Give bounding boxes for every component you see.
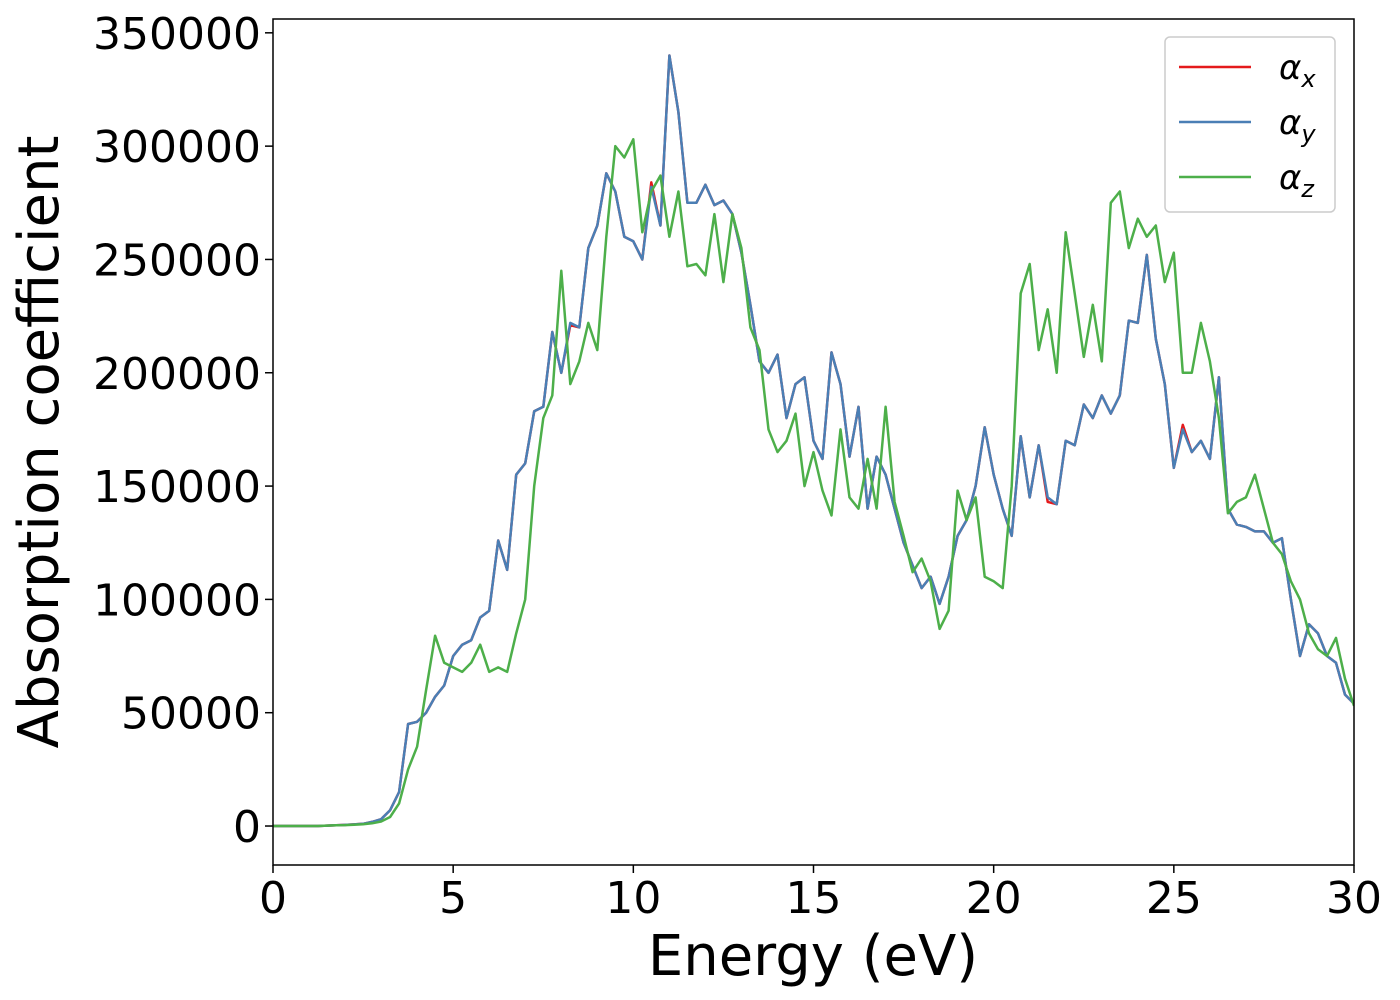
y-tick-label: 300000: [93, 122, 261, 173]
x-tick-label: 25: [1146, 873, 1202, 924]
legend-box: [1164, 36, 1336, 213]
y-tick-label: 150000: [93, 462, 261, 513]
legend-label: αy: [1279, 103, 1316, 148]
y-tick-label: 0: [233, 802, 261, 853]
legend-label: αx: [1279, 48, 1316, 93]
y-tick-label: 250000: [93, 235, 261, 286]
x-tick-label: 10: [605, 873, 661, 924]
x-tick-label: 0: [259, 873, 287, 924]
y-tick-label: 50000: [121, 689, 261, 740]
plot-frame: [272, 18, 1355, 866]
y-tick-label: 200000: [93, 349, 261, 400]
line-series: [273, 54, 1354, 828]
x-tick-label: 30: [1326, 873, 1382, 924]
y-tick-label: 350000: [93, 9, 261, 60]
x-tick-label: 15: [786, 873, 842, 924]
x-axis-label: Energy (eV): [648, 924, 978, 989]
y-axis-label: Absorption coefficient: [7, 136, 72, 749]
x-tick-label: 20: [966, 873, 1022, 924]
legend-label: αz: [1279, 158, 1315, 203]
line-series: [273, 138, 1354, 828]
x-tick-label: 5: [439, 873, 467, 924]
y-tick-label: 100000: [93, 575, 261, 626]
